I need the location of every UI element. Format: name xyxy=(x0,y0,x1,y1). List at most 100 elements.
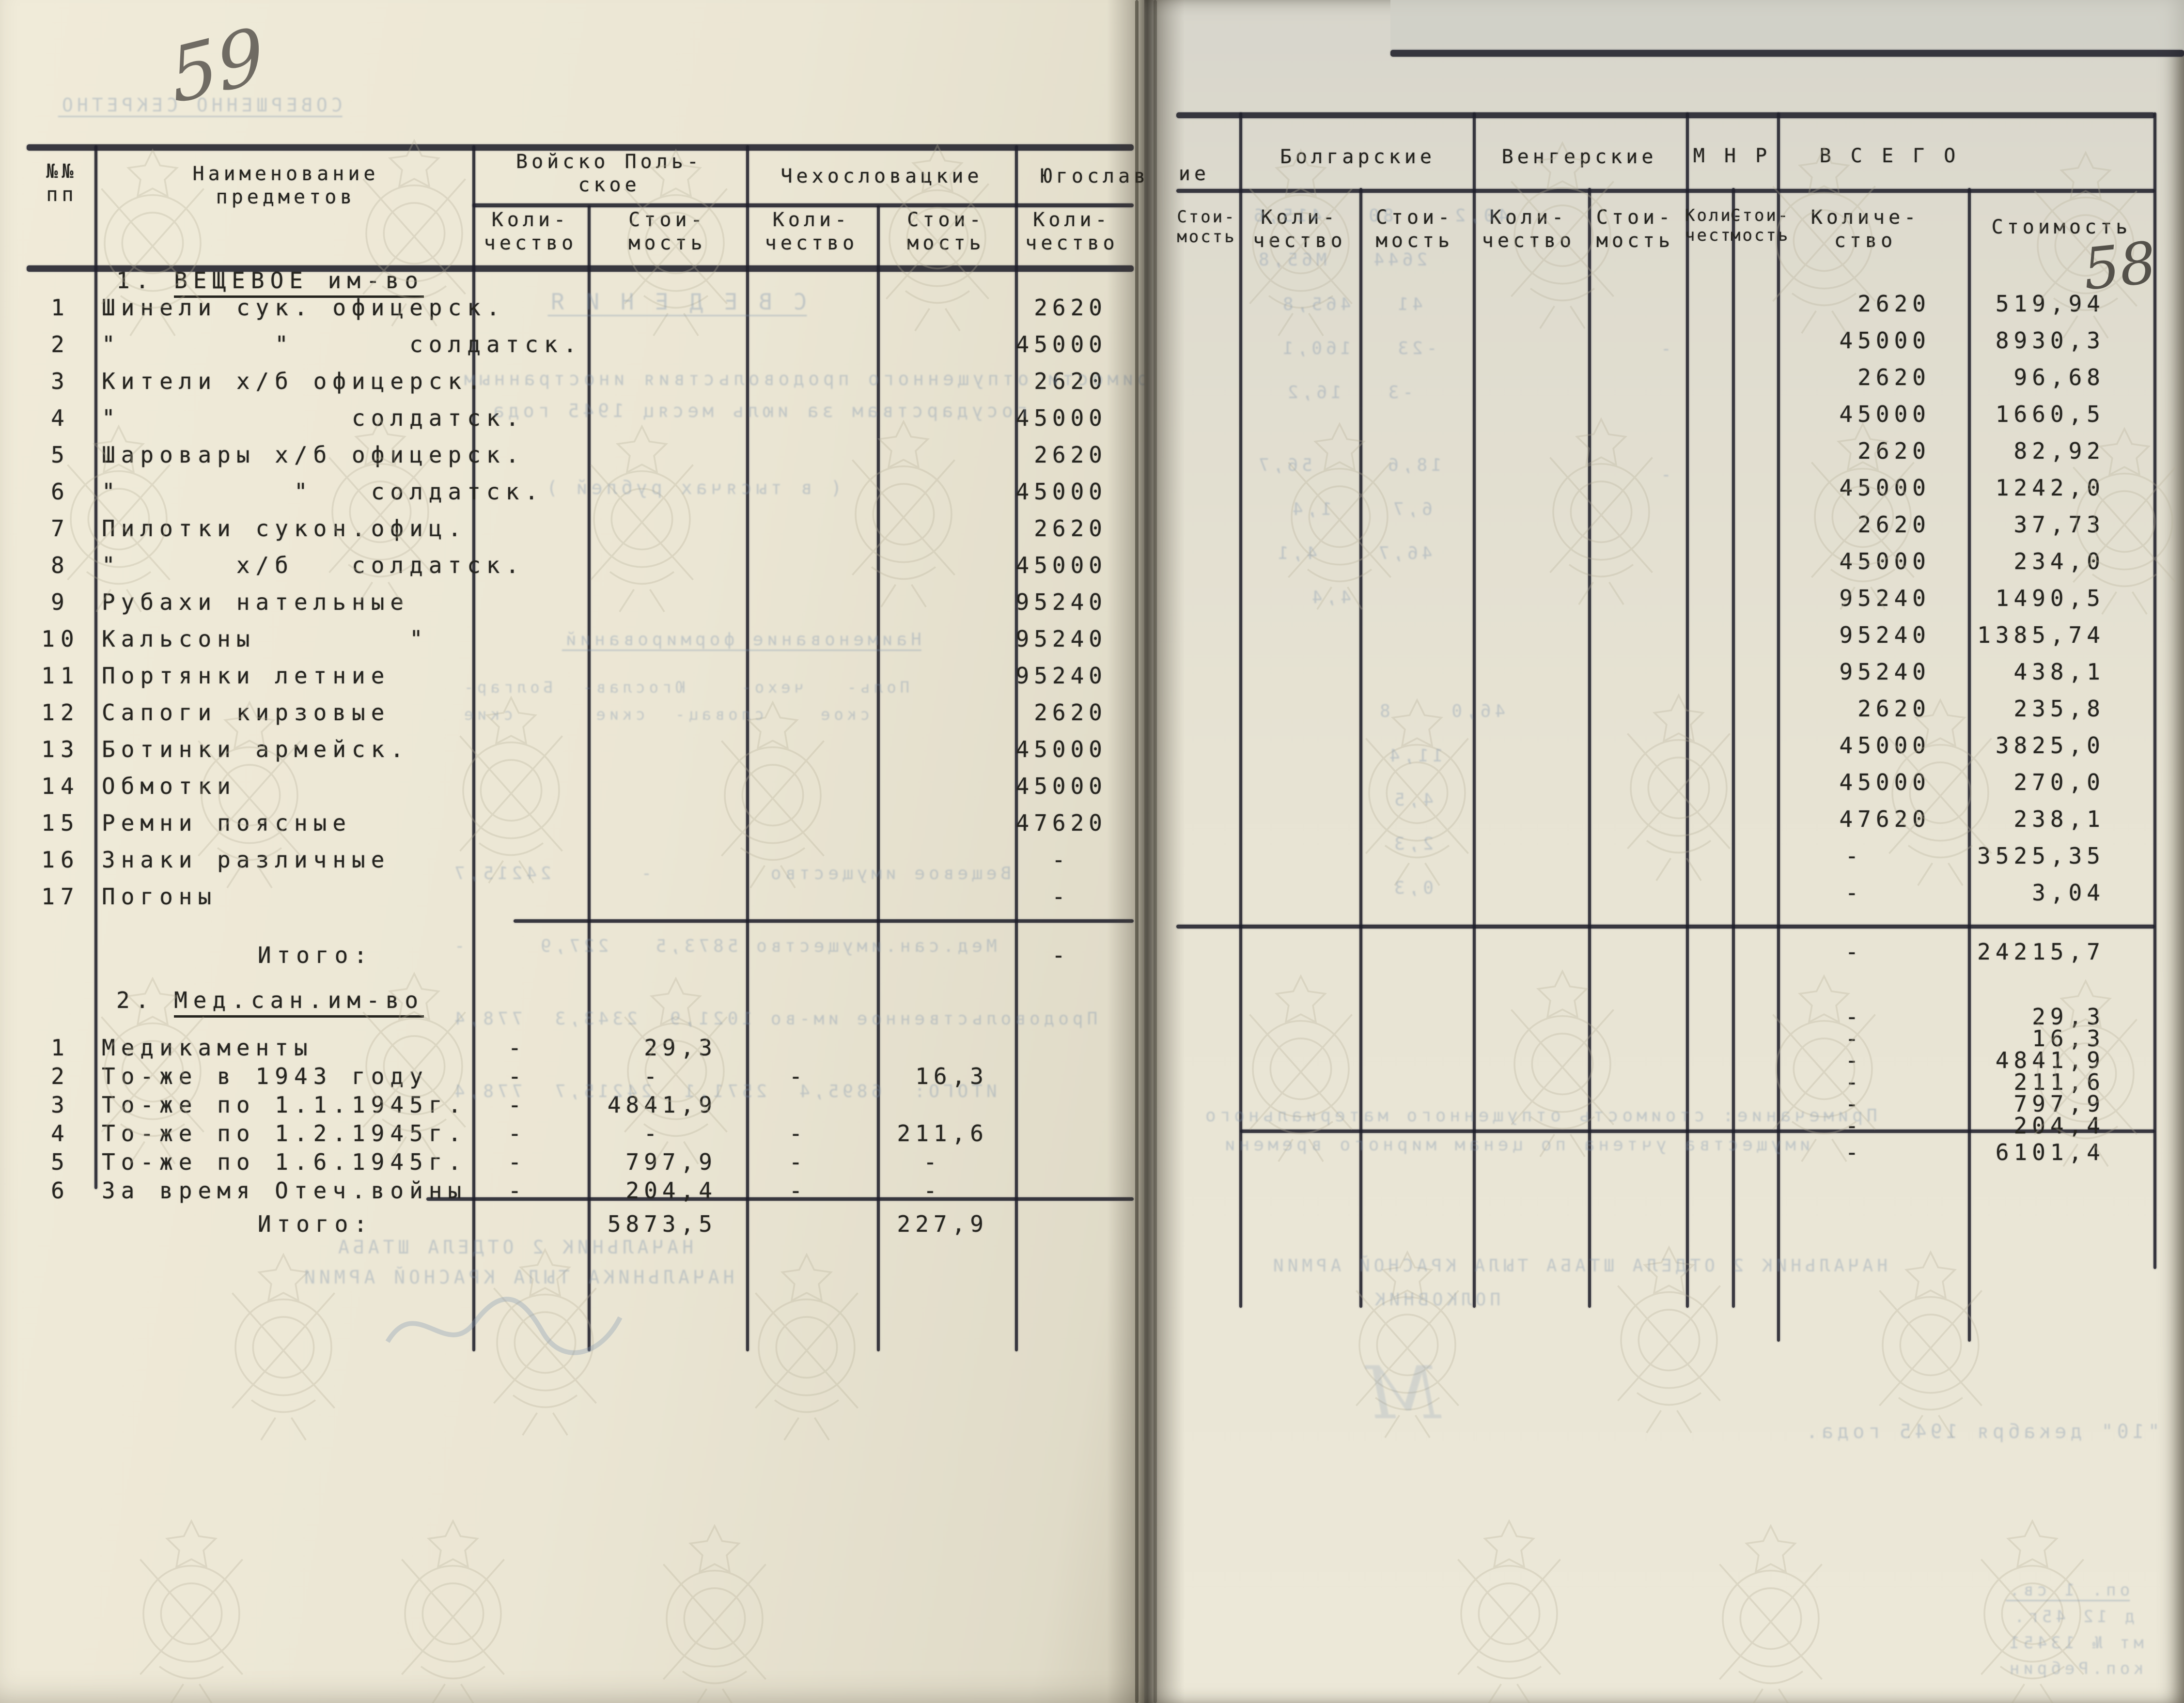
table-cell: 6 xyxy=(51,479,70,505)
table-cell: 16 xyxy=(41,847,80,873)
table-cell: 45000 xyxy=(1839,401,1931,427)
bleed-through-ghost-text: 2,3 xyxy=(1390,834,1434,854)
table-rule xyxy=(1777,112,1780,1342)
crest-watermark-icon xyxy=(824,412,983,622)
table-cell: 235,8 xyxy=(2013,696,2105,722)
table-cell: 1 xyxy=(51,1035,70,1061)
bleed-through-ghost-text: - xyxy=(1657,339,1671,359)
table-cell: 2 xyxy=(51,1063,70,1089)
table-rule xyxy=(27,265,1134,272)
table-cell: " х/б солдатск. xyxy=(102,552,525,578)
table-cell: - xyxy=(789,1177,808,1204)
bleed-through-ghost-text: 41 465,8 xyxy=(1279,294,1423,314)
table-cell: 45000 xyxy=(1015,479,1107,505)
table-cell: 4 xyxy=(51,405,70,431)
table-cell: 797,9 xyxy=(2013,1091,2105,1117)
table-cell: 45000 xyxy=(1839,475,1931,501)
table-cell: - xyxy=(643,1063,662,1089)
adjacent-sheet-edge xyxy=(1390,0,2184,50)
table-rule xyxy=(1968,188,1971,1342)
table-cell: " солдатск. xyxy=(102,405,525,431)
column-header: Стои- мость xyxy=(1596,206,1674,252)
table-cell: - xyxy=(508,1063,527,1089)
table-cell: Пилотки сукон.офиц. xyxy=(102,515,468,542)
table-cell: - xyxy=(508,1120,527,1146)
column-header: Коли- чество xyxy=(484,209,577,254)
table-cell: 6 xyxy=(51,1177,70,1204)
table-cell: 45000 xyxy=(1839,769,1931,795)
crest-watermark-icon xyxy=(300,409,460,619)
column-header: Стоимость xyxy=(1991,216,2132,238)
table-cell: 7 xyxy=(51,515,70,542)
table-cell: " " солдатск. xyxy=(102,331,583,357)
table-cell: - xyxy=(1845,880,1864,906)
table-rule xyxy=(472,203,1134,207)
table-cell: - xyxy=(1845,1047,1864,1073)
table-cell: 29,3 xyxy=(644,1035,717,1061)
crest-watermark-icon xyxy=(727,1245,887,1455)
table-cell: 1242,0 xyxy=(1995,475,2105,501)
column-header: Коли- чество xyxy=(1025,209,1119,254)
table-cell: Шаровары х/б офицерск. xyxy=(102,442,525,468)
bleed-through-ghost-text: 18,6 56,7 xyxy=(1255,455,1442,475)
bleed-through-ghost-text: -3 16,2 xyxy=(1284,383,1414,403)
bleed-through-ghost-text: ПОЛКОВНИК xyxy=(1371,1290,1501,1310)
table-cell: 95240 xyxy=(1839,659,1931,685)
column-header: Чехословацкие xyxy=(780,165,983,187)
column-header: Коли- чество xyxy=(764,209,858,254)
bleed-through-ghost-text: 40,2 80 415,6 xyxy=(1250,206,1509,226)
table-cell: 1385,74 xyxy=(1977,622,2105,648)
table-rule xyxy=(1390,50,2184,57)
column-header: Стои- мость xyxy=(628,209,706,254)
table-cell: - xyxy=(1845,1113,1864,1139)
table-cell: 45000 xyxy=(1839,327,1931,354)
table-cell: 2620 xyxy=(1857,696,1931,722)
table-cell: 3525,35 xyxy=(1977,843,2105,869)
bleed-through-ghost-text: Примечание: стоимость отпущенного матери… xyxy=(1201,1106,1877,1126)
table-cell: 5 xyxy=(51,1149,70,1175)
table-cell: 95240 xyxy=(1015,589,1107,615)
table-cell: 47620 xyxy=(1839,806,1931,832)
table-cell: - xyxy=(508,1092,527,1118)
table-cell: 14 xyxy=(41,773,80,799)
table-cell: Итого: xyxy=(257,942,373,968)
bleed-through-ghost-text: 2644 М65,8 xyxy=(1255,250,1428,270)
table-cell: 45000 xyxy=(1015,773,1107,799)
table-rule xyxy=(877,205,880,1351)
table-cell: 24215,7 xyxy=(1977,939,2105,965)
table-cell: 45000 xyxy=(1015,331,1107,357)
table-cell: 37,73 xyxy=(2013,511,2105,538)
table-cell: Ремни поясные xyxy=(102,810,352,836)
table-rule xyxy=(472,145,475,1351)
table-cell: Шинели сук. офицерск. xyxy=(102,294,506,321)
table-cell: 204,4 xyxy=(2013,1113,2105,1139)
page-number-right-handwritten: 58 xyxy=(2080,229,2159,303)
table-cell: 45000 xyxy=(1015,552,1107,578)
table-rule xyxy=(1176,189,2155,193)
bleed-through-ghost-text: ское словац- ские ские xyxy=(460,705,870,724)
bleed-through-ghost-text: мт № 13451 xyxy=(2006,1633,2144,1653)
table-cell: - xyxy=(508,1177,527,1204)
bleed-through-ghost-text: - xyxy=(1657,465,1671,485)
table-cell: Итого: xyxy=(257,1211,373,1237)
table-cell: - xyxy=(1052,883,1070,910)
page-right: ие Стои- мость Болгарские Коли- чество Стои-… xyxy=(1144,0,2184,1703)
table-cell: Сапоги кирзовые xyxy=(102,699,390,726)
table-cell: То-же по 1.6.1945г. xyxy=(102,1149,468,1175)
table-cell: Ботинки армейск. xyxy=(102,736,410,762)
table-cell: 4 xyxy=(51,1120,70,1146)
table-cell: 96,68 xyxy=(2013,364,2105,390)
crest-watermark-icon xyxy=(635,1516,795,1703)
table-cell: 4841,9 xyxy=(1995,1047,2105,1073)
table-cell: 16,3 xyxy=(915,1063,988,1089)
table-cell: - xyxy=(789,1063,808,1089)
crest-watermark-icon xyxy=(111,1511,271,1703)
table-cell: То-же по 1.2.1945г. xyxy=(102,1120,468,1146)
table-cell: 4841,9 xyxy=(607,1092,717,1118)
table-cell: 29,3 xyxy=(2032,1004,2105,1030)
table-rule xyxy=(1176,925,2155,929)
table-cell: 17 xyxy=(41,883,80,910)
column-header: Стои- мость xyxy=(907,209,985,254)
table-cell: - xyxy=(1845,843,1864,869)
